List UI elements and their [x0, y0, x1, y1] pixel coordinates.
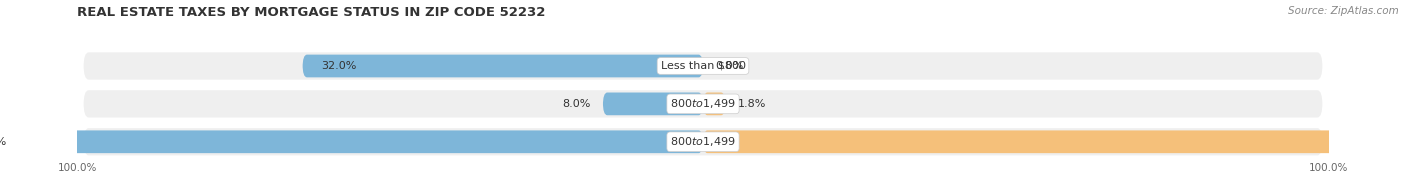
Text: Source: ZipAtlas.com: Source: ZipAtlas.com	[1288, 6, 1399, 16]
FancyBboxPatch shape	[703, 93, 725, 115]
FancyBboxPatch shape	[603, 93, 703, 115]
FancyBboxPatch shape	[0, 130, 703, 153]
Text: $800 to $1,499: $800 to $1,499	[671, 135, 735, 148]
FancyBboxPatch shape	[83, 52, 1323, 80]
Text: $800 to $1,499: $800 to $1,499	[671, 97, 735, 110]
Text: 8.0%: 8.0%	[562, 99, 591, 109]
Text: 60.0%: 60.0%	[0, 137, 6, 147]
Text: REAL ESTATE TAXES BY MORTGAGE STATUS IN ZIP CODE 52232: REAL ESTATE TAXES BY MORTGAGE STATUS IN …	[77, 6, 546, 19]
FancyBboxPatch shape	[83, 90, 1323, 118]
Text: 0.0%: 0.0%	[716, 61, 744, 71]
FancyBboxPatch shape	[703, 130, 1406, 153]
Text: 1.8%: 1.8%	[738, 99, 766, 109]
FancyBboxPatch shape	[302, 55, 703, 77]
FancyBboxPatch shape	[83, 128, 1323, 155]
Text: 32.0%: 32.0%	[322, 61, 357, 71]
Text: Less than $800: Less than $800	[661, 61, 745, 71]
